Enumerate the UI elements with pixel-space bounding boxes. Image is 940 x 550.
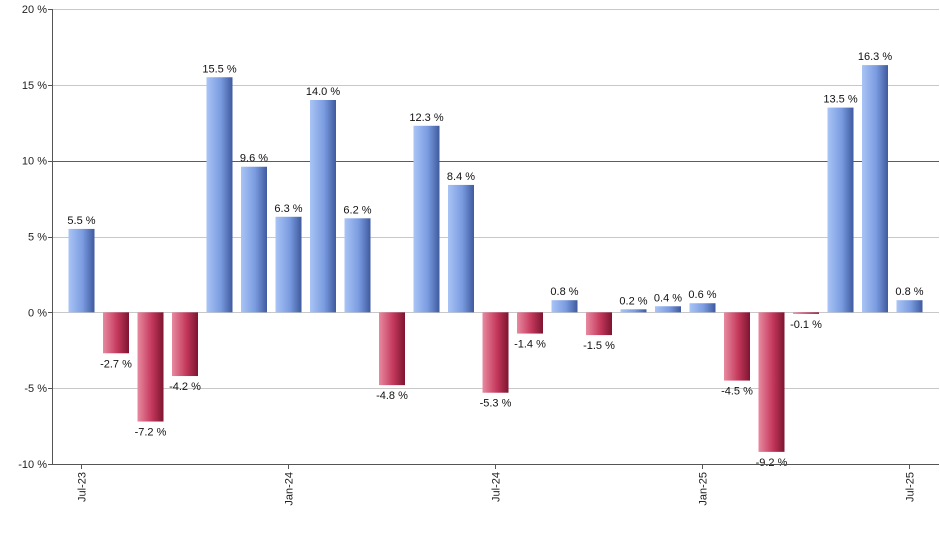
data-label: -2.7 % bbox=[100, 358, 132, 370]
x-axis: Jul-23 Jan-24 Jul-24 Jan-25 Jul-25 bbox=[52, 464, 939, 506]
x-tick-label: Jul-24 bbox=[491, 472, 503, 502]
bar bbox=[586, 312, 612, 336]
data-label: -4.5 % bbox=[721, 386, 753, 398]
data-label: -7.2 % bbox=[135, 427, 167, 439]
bars bbox=[68, 65, 923, 452]
data-label: -1.4 % bbox=[514, 339, 546, 351]
bar bbox=[310, 100, 336, 313]
y-tick-label: 5 % bbox=[28, 232, 47, 244]
bar bbox=[758, 312, 785, 452]
bar bbox=[68, 228, 95, 313]
y-tick-label: 15 % bbox=[22, 80, 47, 92]
data-label: -4.2 % bbox=[169, 381, 201, 393]
bar bbox=[517, 312, 543, 334]
data-labels: 5.5 % -2.7 % -7.2 % -4.2 % 15.5 % 9.6 % 6.3 % 1… bbox=[67, 51, 923, 469]
bar bbox=[275, 216, 302, 313]
bar bbox=[655, 306, 681, 313]
data-label: 0.8 % bbox=[550, 286, 578, 298]
bar bbox=[413, 125, 440, 313]
data-label: -0.1 % bbox=[790, 319, 822, 331]
y-axis: 20 % 15 % 10 % 5 % 0 % -5 % -10 % bbox=[18, 4, 53, 471]
bar bbox=[448, 184, 474, 313]
data-label: -5.3 % bbox=[480, 398, 512, 410]
bar bbox=[379, 312, 405, 386]
data-label: 14.0 % bbox=[306, 86, 340, 98]
bar bbox=[103, 312, 129, 354]
data-label: 0.4 % bbox=[654, 292, 682, 304]
bar bbox=[482, 312, 509, 393]
y-tick-label: 0 % bbox=[28, 307, 47, 319]
data-label: 6.2 % bbox=[343, 204, 371, 216]
y-tick-label: -10 % bbox=[18, 459, 47, 471]
data-label: -1.5 % bbox=[583, 340, 615, 352]
bar bbox=[344, 218, 371, 313]
y-tick-label: -5 % bbox=[24, 383, 47, 395]
gridlines bbox=[52, 9, 939, 465]
bar bbox=[689, 303, 716, 313]
y-tick-label: 20 % bbox=[22, 4, 47, 16]
data-label: 8.4 % bbox=[447, 171, 475, 183]
x-tick-label: Jul-23 bbox=[77, 472, 89, 502]
bar bbox=[206, 77, 233, 313]
bar bbox=[793, 312, 819, 314]
bar bbox=[862, 65, 888, 313]
data-label: 5.5 % bbox=[67, 215, 95, 227]
bar bbox=[551, 300, 578, 313]
bar bbox=[137, 312, 164, 422]
x-tick-label: Jul-25 bbox=[905, 472, 917, 502]
bar bbox=[241, 166, 267, 313]
y-tick-label: 10 % bbox=[22, 156, 47, 168]
x-tick-label: Jan-24 bbox=[284, 472, 296, 506]
data-label: 0.8 % bbox=[895, 286, 923, 298]
bar bbox=[827, 107, 854, 313]
x-tick-label: Jan-25 bbox=[698, 472, 710, 506]
bar bbox=[620, 309, 647, 313]
data-label: 0.6 % bbox=[688, 289, 716, 301]
data-label: 9.6 % bbox=[240, 153, 268, 165]
data-label: 0.2 % bbox=[619, 295, 647, 307]
data-label: 6.3 % bbox=[274, 203, 302, 215]
bar bbox=[896, 300, 923, 313]
bar bbox=[724, 312, 750, 381]
data-label: 15.5 % bbox=[202, 63, 236, 75]
data-label: -9.2 % bbox=[756, 457, 788, 469]
data-label: 12.3 % bbox=[409, 112, 443, 124]
data-label: 13.5 % bbox=[823, 94, 857, 106]
data-label: -4.8 % bbox=[376, 390, 408, 402]
bar bbox=[172, 312, 198, 377]
data-label: 16.3 % bbox=[858, 51, 892, 63]
